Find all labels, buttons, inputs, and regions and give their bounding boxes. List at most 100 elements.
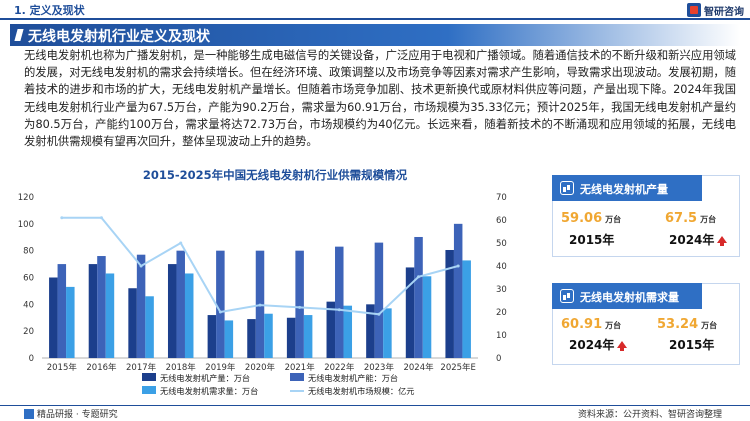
bar-capacity [295, 250, 304, 358]
demand-right-value: 53.24 万台 [657, 317, 717, 332]
bar-demand [383, 308, 392, 358]
x-tick-label: 2023年 [364, 362, 395, 373]
x-tick-label: 2018年 [166, 362, 197, 373]
y-tick-label: 80 [23, 247, 34, 257]
market-size-point [456, 264, 460, 268]
demand-right-unit: 万台 [701, 321, 718, 330]
legend-label: 无线电发射机市场规模：亿元 [308, 386, 414, 396]
chart-icon [560, 289, 574, 303]
y2-tick-label: 50 [496, 239, 507, 249]
bar-capacity [453, 223, 463, 358]
bar-capacity [414, 236, 423, 358]
x-tick-label: 2015年 [47, 362, 78, 373]
logo-text: 智研咨询 [704, 6, 744, 18]
bar-capacity [136, 254, 146, 358]
bar-output [128, 288, 137, 358]
x-tick-label: 2025年E [440, 362, 476, 373]
bar-output [326, 301, 336, 358]
output-card-title: 无线电发射机产量 [580, 183, 668, 196]
x-tick-label: 2020年 [245, 362, 276, 373]
intro-paragraph: 无线电发射机也称为广播发射机，是一种能够生成电磁信号的关键设备，广泛应用于电视和… [24, 49, 736, 149]
y-tick-label: 120 [18, 193, 34, 203]
output-card-header: 无线电发射机产量 [552, 175, 702, 201]
legend-swatch [290, 373, 304, 381]
output-right-year: 2024年 [669, 231, 728, 248]
bar-output [286, 317, 296, 358]
legend-swatch [142, 386, 156, 394]
legend-label: 无线电发射机需求量：万台 [160, 386, 258, 396]
bar-output [49, 277, 58, 358]
footer-source: 资料来源：公开资料、智研咨询整理 [577, 410, 722, 420]
supply-demand-chart: 0 20 40 60 80 100 120 0 10 20 30 40 50 60 70 2015年 2016年… [18, 193, 507, 396]
y-tick-label: 20 [23, 327, 34, 337]
demand-left-year: 2024年 [569, 336, 628, 353]
x-tick-label: 2017年 [126, 362, 157, 373]
bar-demand [264, 313, 273, 358]
y2-tick-label: 30 [496, 285, 507, 295]
bar-demand [462, 260, 471, 358]
bar-output [247, 319, 256, 358]
bar-capacity [97, 256, 106, 358]
legend-swatch [142, 373, 156, 381]
output-right-value: 67.5 万台 [665, 211, 716, 226]
output-right-unit: 万台 [700, 215, 717, 224]
bar-capacity [176, 250, 185, 358]
bar-output [405, 267, 415, 358]
output-card: 无线电发射机产量 59.06 万台 2015年 67.5 万台 2024年 [552, 175, 740, 257]
bar-output [167, 264, 177, 358]
x-tick-label: 2024年 [403, 362, 434, 373]
footer-divider [0, 405, 750, 406]
y2-tick-label: 40 [496, 262, 507, 272]
page-title: 无线电发射机行业定义及现状 [28, 29, 210, 45]
demand-left-value: 60.91 万台 [561, 317, 621, 332]
bar-output [445, 249, 454, 358]
demand-card-header: 无线电发射机需求量 [552, 283, 702, 309]
output-right-number: 67.5 [665, 211, 698, 226]
bar-demand [303, 315, 313, 358]
bar-capacity [374, 242, 384, 358]
output-left-value: 59.06 万台 [561, 211, 621, 226]
market-size-point [218, 310, 222, 314]
y-tick-label: 60 [23, 274, 34, 284]
market-size-point [337, 308, 341, 312]
bar-demand [422, 276, 432, 358]
bar-demand [224, 320, 234, 358]
y-tick-label: 40 [23, 300, 34, 310]
demand-left-number: 60.91 [561, 317, 603, 332]
title-banner: 无线电发射机行业定义及现状 [10, 24, 740, 46]
bar-demand [66, 286, 75, 358]
y2-tick-label: 70 [496, 193, 507, 203]
output-left-number: 59.06 [561, 211, 603, 226]
up-arrow-icon [617, 341, 628, 351]
legend-label: 无线电发射机产能：万台 [308, 373, 398, 383]
market-size-point [417, 275, 421, 279]
bar-demand [343, 305, 353, 358]
section-title: 1. 定义及现状 [14, 4, 85, 17]
market-size-point [179, 241, 183, 245]
bar-demand [105, 273, 115, 358]
bar-output [366, 304, 375, 358]
market-size-point [60, 216, 64, 220]
output-right-year-label: 2024年 [669, 233, 715, 247]
bar-demand [184, 273, 194, 358]
x-tick-label: 2022年 [324, 362, 355, 373]
bar-capacity [57, 264, 67, 358]
legend-label: 无线电发射机产量：万台 [160, 373, 250, 383]
demand-left-year-label: 2024年 [569, 338, 615, 352]
demand-card: 无线电发射机需求量 60.91 万台 2024年 53.24 万台 2015年 [552, 283, 740, 365]
y-tick-label: 100 [18, 220, 34, 230]
bar-capacity [335, 246, 344, 358]
x-tick-label: 2021年 [285, 362, 316, 373]
x-tick-label: 2019年 [205, 362, 236, 373]
market-size-point [258, 303, 262, 307]
market-size-point [99, 216, 103, 220]
chart-icon [560, 181, 574, 195]
footer-left: 精品研报 · 专题研究 [24, 407, 118, 420]
bar-output [207, 315, 217, 358]
bar-output [88, 264, 98, 358]
y-tick-label: 0 [29, 354, 34, 364]
footer-square-icon [24, 408, 34, 419]
x-tick-label: 2016年 [86, 362, 117, 373]
market-size-point [298, 305, 302, 309]
logo-icon [687, 3, 701, 17]
